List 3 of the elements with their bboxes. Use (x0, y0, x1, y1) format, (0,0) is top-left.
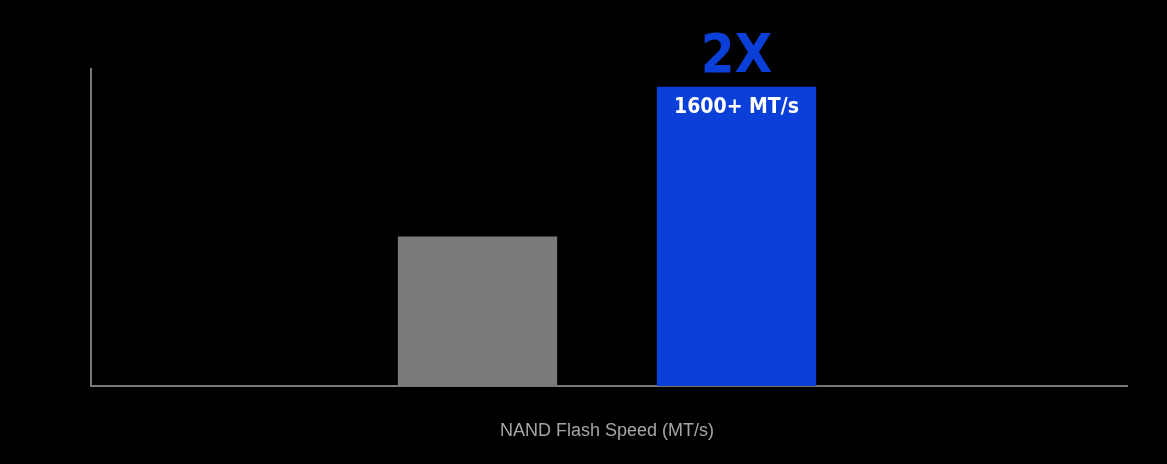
x-axis-title: NAND Flash Speed (MT/s) (499, 420, 715, 441)
text: 2X (700, 21, 773, 85)
data-label: 1600+ MT/s (674, 93, 799, 118)
